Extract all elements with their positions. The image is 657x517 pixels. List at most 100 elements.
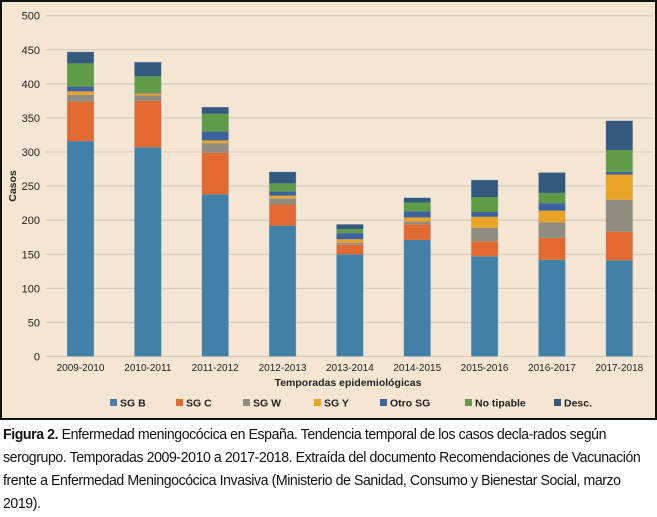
y-tick-label: 50 <box>28 317 40 329</box>
bar-segment <box>471 241 499 257</box>
bar-segment <box>134 92 162 94</box>
figure-caption: Figura 2. Enfermedad meningocócica en Es… <box>3 423 654 515</box>
bar-segment <box>134 147 162 357</box>
bar-stack <box>470 179 499 357</box>
bar-segment <box>269 183 297 192</box>
bar-outline <box>538 172 566 357</box>
bar-segment <box>403 202 431 212</box>
legend-item: No tipable <box>465 398 526 410</box>
bar-outline <box>268 171 297 357</box>
bar-segment <box>201 140 229 144</box>
bar-segment <box>471 212 499 217</box>
bar-outline <box>66 51 95 357</box>
bar-segment <box>605 231 633 261</box>
bar-segment <box>471 197 499 213</box>
y-tick-label: 300 <box>22 147 40 159</box>
bar-segment <box>605 174 633 200</box>
bar-segment <box>336 229 364 234</box>
bar-segment <box>471 179 499 198</box>
bar-segment <box>336 254 364 357</box>
bar-outline <box>201 106 229 357</box>
bar-segment <box>336 244 364 255</box>
y-tick-label: 400 <box>22 79 40 91</box>
bar-segment <box>605 199 633 232</box>
bar-segment <box>269 204 297 226</box>
bar-stack <box>538 172 566 357</box>
legend-swatch <box>110 399 117 406</box>
legend-label: SG W <box>253 398 281 410</box>
bar-segment <box>471 227 499 242</box>
bar-segment <box>336 224 364 230</box>
x-axis-title: Temporadas epidemiológicas <box>275 377 422 389</box>
bar-segment <box>605 260 633 357</box>
bar-segment <box>201 143 229 153</box>
x-tick-label: 2014-2015 <box>393 363 441 374</box>
bar-segment <box>403 239 431 357</box>
bar-segment <box>201 131 229 141</box>
x-tick-label: 2012-2013 <box>259 363 307 374</box>
bar-segment <box>336 233 364 240</box>
bar-stack <box>66 51 95 357</box>
y-tick-label: 0 <box>34 352 40 364</box>
x-tick-label: 2017-2018 <box>595 363 643 374</box>
bar-segment <box>336 239 364 243</box>
legend-label: Desc. <box>564 398 592 410</box>
bar-outline <box>605 120 634 357</box>
x-tick-label: 2015-2016 <box>461 363 509 374</box>
y-tick-label: 100 <box>22 283 40 295</box>
y-axis-ticks: 0 50 100 150 200 250 300 350 400 450 500 <box>22 11 40 364</box>
bar-outline <box>470 179 499 357</box>
y-tick-label: 150 <box>22 249 40 261</box>
legend-label: Otro SG <box>390 398 430 410</box>
y-tick-label: 250 <box>22 181 40 193</box>
legend-label: SG Y <box>324 398 349 410</box>
legend-item: Otro SG <box>380 398 430 410</box>
bar-segment <box>67 51 94 64</box>
bar-segment <box>538 203 566 211</box>
y-tick-label: 200 <box>22 215 40 227</box>
bar-segment <box>269 195 297 199</box>
legend-item: Desc. <box>554 398 592 410</box>
bar-segment <box>538 259 566 357</box>
bar-segment <box>134 93 162 96</box>
x-tick-label: 2010-2011 <box>124 363 172 374</box>
legend-label: SG C <box>186 398 212 410</box>
bar-segment <box>269 171 297 184</box>
y-tick-label: 450 <box>22 45 40 57</box>
x-tick-label: 2011-2012 <box>192 363 240 374</box>
bar-segment <box>134 62 162 77</box>
legend-label: SG B <box>120 398 146 410</box>
legend-swatch <box>314 399 321 406</box>
bar-segment <box>134 76 162 93</box>
legend-swatch <box>243 399 250 406</box>
legend-swatch <box>380 399 387 406</box>
bar-segment <box>471 216 499 228</box>
bar-segment <box>67 63 94 87</box>
bar-outline <box>403 197 432 357</box>
bar-stack <box>605 120 634 357</box>
bar-stack <box>336 223 364 357</box>
bar-segment <box>605 149 633 172</box>
bar-stack <box>268 171 297 357</box>
bar-segment <box>605 171 633 175</box>
caption-label: Figura 2. <box>3 426 59 443</box>
legend-item: SG B <box>110 398 146 410</box>
bar-segment <box>403 221 431 225</box>
x-tick-label: 2016-2017 <box>528 363 576 374</box>
bar-segment <box>67 101 94 142</box>
bar-segment <box>134 100 162 148</box>
bar-segment <box>67 91 94 95</box>
bar-segment <box>403 217 431 222</box>
bar-segment <box>201 152 229 195</box>
bar-segment <box>67 86 94 92</box>
stacked-bar-chart: 0 50 100 150 200 250 300 350 400 450 500 2009-2010… <box>7 11 653 410</box>
bar-outline <box>134 61 162 357</box>
y-tick-label: 500 <box>22 11 40 23</box>
bar-segment <box>403 211 431 218</box>
bar-segment <box>269 225 297 357</box>
caption-text: Enfermedad meningocócica en España. Tend… <box>3 426 641 512</box>
legend-swatch <box>465 399 472 406</box>
bars <box>66 51 634 357</box>
bar-segment <box>201 107 229 114</box>
bar-segment <box>605 120 633 150</box>
